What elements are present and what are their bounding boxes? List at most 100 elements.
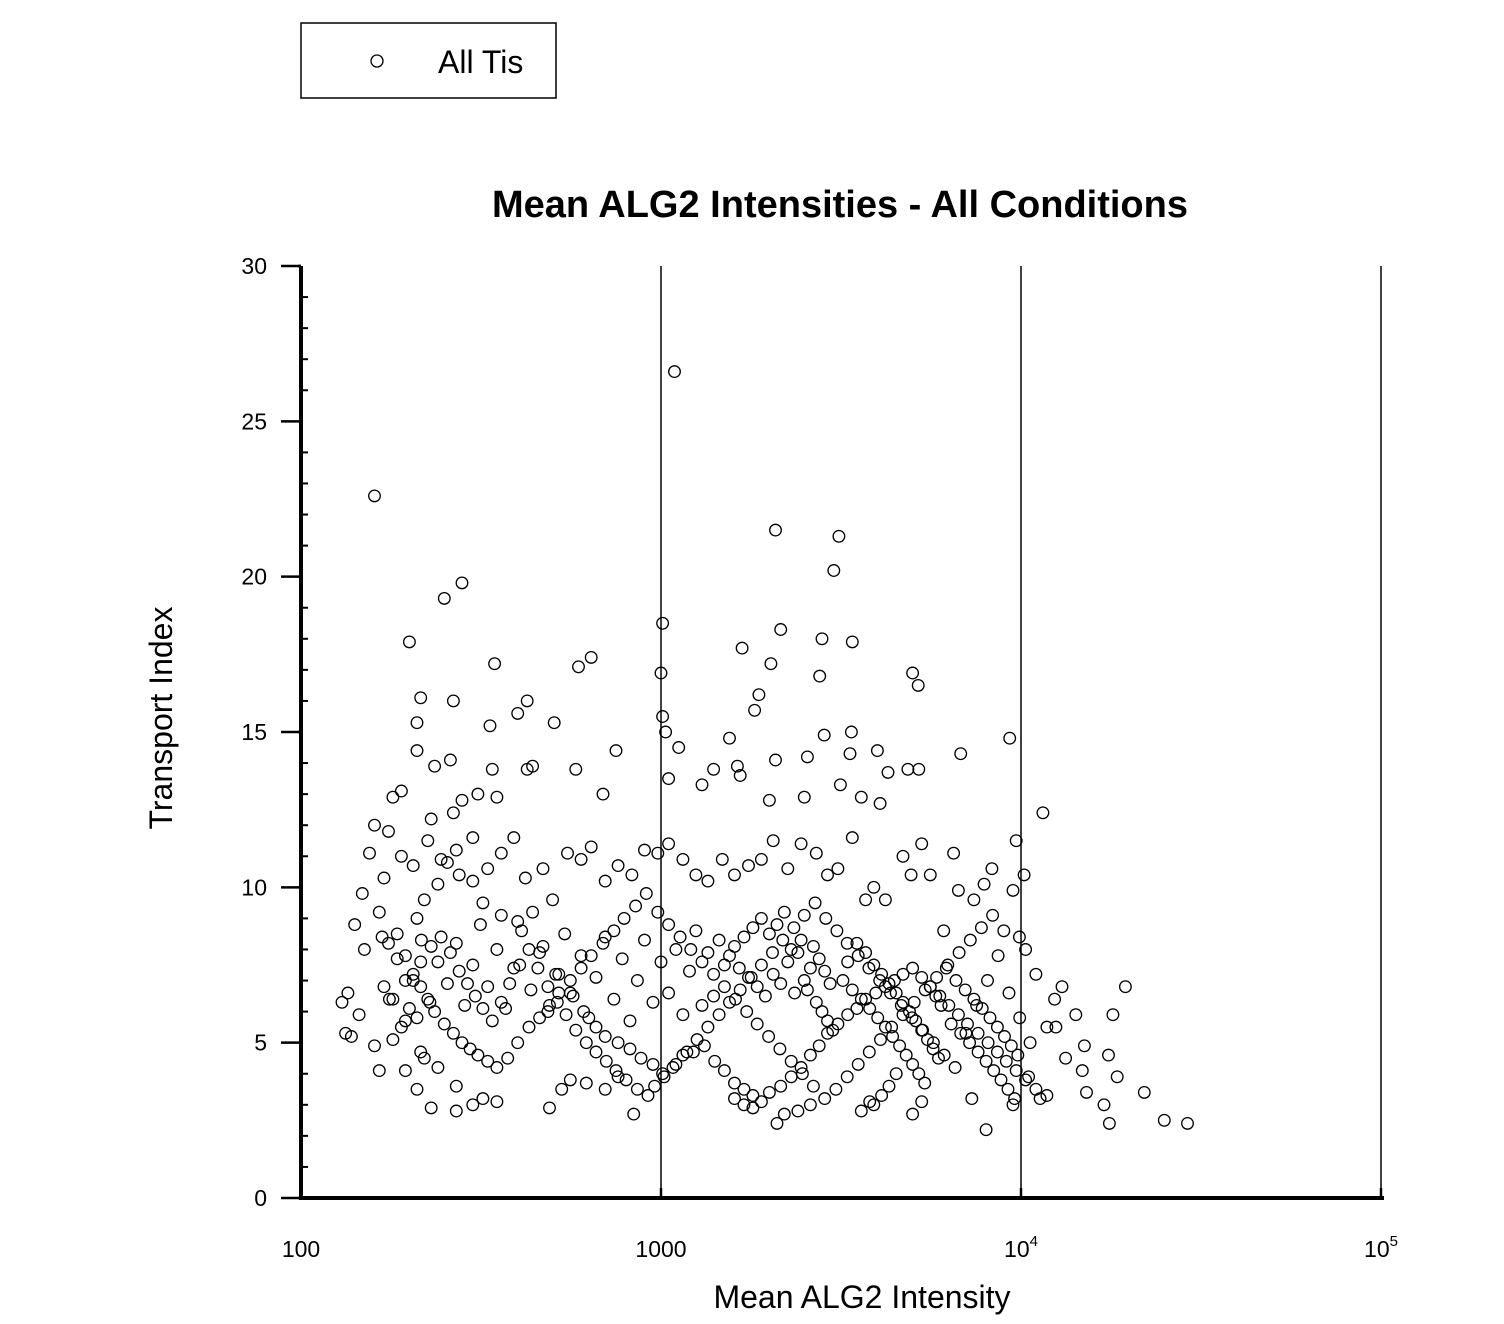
data-point	[494, 908, 508, 922]
data-point	[889, 986, 903, 1000]
data-point	[963, 1036, 977, 1050]
data-point	[961, 1017, 974, 1031]
data-point	[899, 1048, 913, 1062]
data-point	[619, 1073, 633, 1087]
data-point	[1040, 1020, 1054, 1034]
y-axis-ticks: 0 5 10 15 20 25 30	[241, 253, 308, 1211]
data-point	[485, 1014, 499, 1028]
data-point	[584, 840, 598, 854]
data-point	[473, 918, 487, 932]
data-point	[896, 849, 910, 863]
data-point	[873, 797, 887, 810]
x-tick-label: 1000	[635, 1236, 686, 1262]
data-point	[689, 868, 703, 882]
data-point	[812, 952, 826, 966]
data-point	[676, 852, 690, 866]
data-point	[466, 831, 480, 845]
data-point	[954, 747, 968, 761]
data-point	[915, 970, 929, 984]
data-point	[574, 852, 588, 866]
data-point	[641, 1089, 655, 1102]
data-point	[476, 1002, 490, 1015]
data-point	[912, 762, 926, 776]
data-point	[944, 1017, 958, 1031]
data-point	[875, 1089, 889, 1102]
data-point	[773, 1042, 787, 1056]
data-point	[948, 1061, 962, 1074]
data-point	[1006, 1098, 1020, 1112]
data-point	[431, 1061, 445, 1074]
data-point	[803, 1098, 817, 1112]
data-point	[875, 967, 889, 981]
data-point	[437, 1017, 451, 1031]
data-point	[414, 980, 428, 994]
data-point	[695, 955, 709, 969]
data-point	[733, 983, 747, 997]
data-point	[851, 949, 865, 963]
chart-title: Mean ALG2 Intensities - All Conditions	[492, 184, 1188, 226]
data-point	[717, 1064, 731, 1078]
data-point	[818, 964, 832, 978]
data-point	[550, 995, 564, 1009]
data-point	[423, 995, 437, 1009]
data-point	[609, 744, 623, 758]
data-point	[1033, 1092, 1047, 1106]
data-point	[812, 1039, 826, 1053]
y-tick-label: 10	[241, 874, 267, 900]
data-point	[904, 868, 918, 882]
data-point	[449, 1079, 463, 1093]
data-point	[466, 1098, 480, 1112]
data-point	[476, 1092, 490, 1106]
data-point	[1055, 980, 1069, 994]
data-point	[817, 728, 831, 742]
data-point	[446, 694, 460, 708]
data-point	[776, 933, 790, 947]
data-point	[762, 793, 776, 807]
data-point	[815, 1005, 829, 1019]
data-point	[791, 946, 805, 960]
data-point	[737, 1098, 751, 1112]
data-point	[547, 716, 561, 730]
data-point	[410, 744, 424, 758]
data-point	[974, 921, 988, 935]
data-point	[986, 908, 1000, 922]
data-point	[748, 703, 762, 717]
data-point	[787, 921, 801, 935]
data-point	[947, 846, 961, 860]
data-point	[690, 1033, 704, 1047]
data-point	[737, 1082, 751, 1096]
data-point	[452, 868, 466, 882]
data-point	[541, 980, 555, 994]
data-point	[777, 905, 791, 919]
data-point	[728, 1076, 741, 1090]
data-point	[555, 1082, 569, 1096]
data-point	[896, 967, 910, 981]
data-point	[481, 1054, 495, 1068]
data-point	[543, 1101, 556, 1115]
data-point	[382, 936, 395, 950]
data-point	[791, 1104, 805, 1118]
y-tick-label: 5	[254, 1030, 267, 1056]
data-point	[937, 924, 951, 938]
data-point	[1181, 1116, 1194, 1130]
data-point	[918, 1076, 932, 1090]
data-point	[1059, 1051, 1073, 1065]
data-point	[1029, 967, 1043, 981]
data-point	[1006, 883, 1020, 897]
data-point	[541, 1005, 555, 1019]
data-point	[566, 989, 580, 1003]
data-point	[466, 874, 480, 888]
data-point	[414, 955, 428, 969]
data-point	[871, 1011, 885, 1025]
data-point	[797, 974, 811, 987]
data-point	[823, 977, 837, 991]
data-point	[886, 1030, 900, 1043]
data-point	[596, 936, 610, 950]
data-point	[766, 834, 780, 848]
data-point	[584, 650, 598, 664]
data-point	[623, 1042, 637, 1056]
data-point	[750, 1017, 764, 1031]
data-point	[617, 911, 631, 925]
data-point	[434, 852, 448, 866]
data-point	[466, 958, 480, 972]
